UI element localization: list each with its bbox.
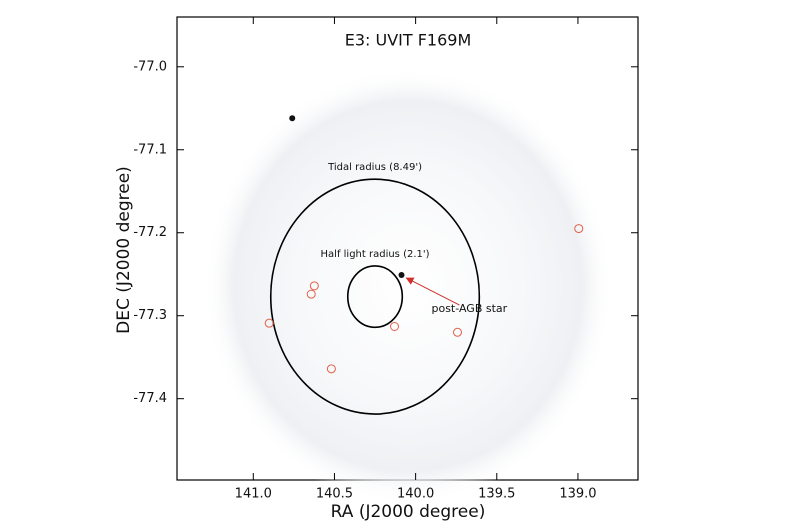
x-tick-label: 139.5 [478, 487, 515, 502]
source-marker [390, 321, 400, 331]
region-circle [269, 178, 481, 415]
annotation-label: post-AGB star [431, 302, 507, 315]
x-tick-label: 140.0 [397, 487, 434, 502]
y-tick-label: -77.1 [133, 142, 167, 157]
y-tick-label: -77.4 [133, 391, 167, 406]
y-tick-label: -77.2 [133, 225, 167, 240]
region-circle [346, 265, 404, 329]
source-marker [326, 364, 336, 374]
region-label: Tidal radius (8.49') [327, 162, 422, 173]
x-tick-label: 141.0 [235, 487, 272, 502]
source-marker [452, 327, 462, 337]
x-tick-label: 140.5 [316, 487, 353, 502]
annotation-arrow [405, 277, 460, 306]
y-axis-label: DEC (J2000 degree) [114, 166, 134, 334]
x-tick-label: 139.0 [559, 487, 596, 502]
star [398, 272, 405, 279]
image-background [203, 68, 613, 504]
chart-title: E3: UVIT F169M [345, 31, 472, 50]
x-axis-label: RA (J2000 degree) [331, 502, 486, 522]
source-marker [306, 289, 316, 299]
y-tick-label: -77.0 [133, 59, 167, 74]
region-label: Half light radius (2.1') [321, 249, 430, 260]
star [289, 115, 296, 122]
source-marker [264, 318, 274, 328]
source-marker [309, 281, 319, 291]
y-tick-label: -77.3 [133, 308, 167, 323]
source-marker [574, 224, 584, 234]
